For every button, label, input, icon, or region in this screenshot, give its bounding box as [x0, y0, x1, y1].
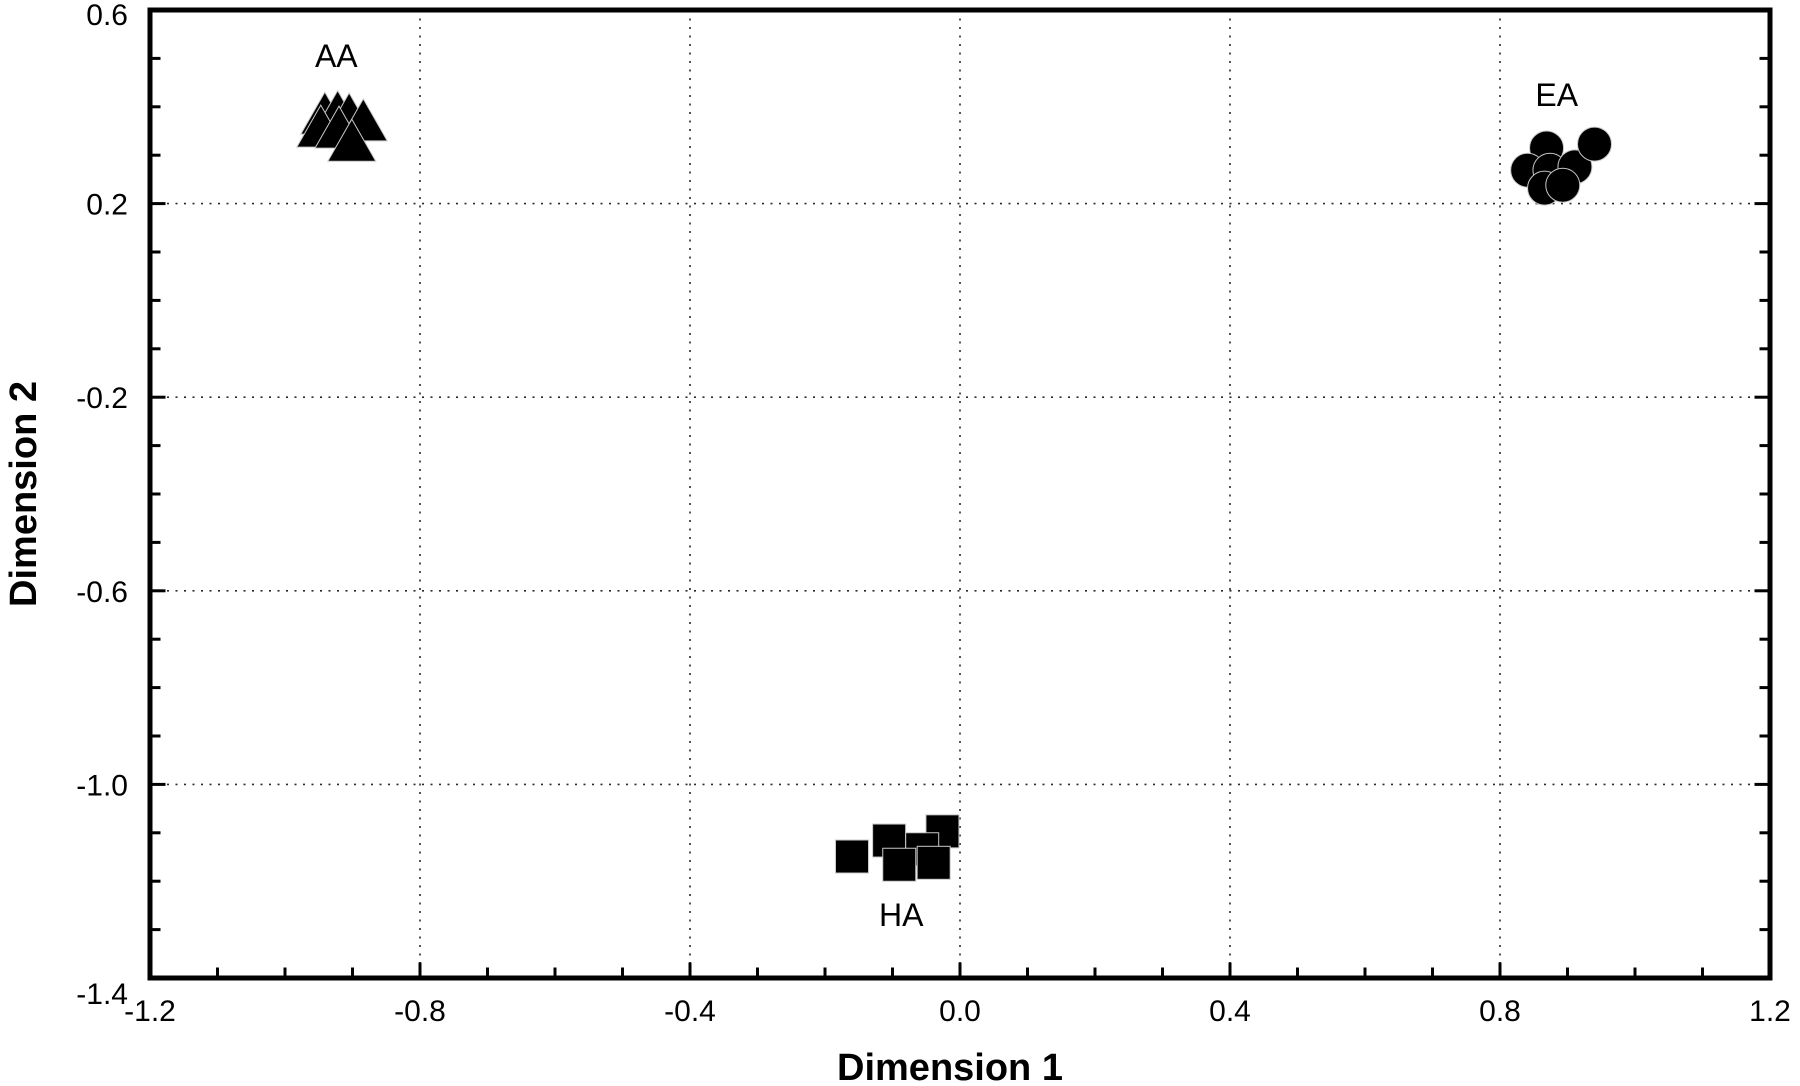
x-tick-label: -1.2	[124, 995, 176, 1028]
x-tick-label: 1.2	[1749, 995, 1791, 1028]
y-tick-label: -1.4	[76, 978, 128, 1011]
x-tick-label: 0.0	[939, 995, 981, 1028]
y-tick-label: 0.6	[86, 0, 128, 32]
cluster-label-aa: AA	[315, 38, 358, 74]
y-tick-label: -1.0	[76, 769, 128, 802]
plot-border	[147, 7, 1773, 981]
y-tick-label: -0.2	[76, 382, 128, 415]
cluster-label-ha: HA	[879, 897, 924, 933]
x-tick-label: -0.8	[394, 995, 446, 1028]
cluster-label-ea: EA	[1535, 77, 1578, 113]
x-tick-label: -0.4	[664, 995, 716, 1028]
y-axis-title: Dimension 2	[3, 381, 45, 607]
marker-square	[882, 847, 917, 882]
marker-circle	[1577, 126, 1612, 162]
marker-circle	[1545, 167, 1581, 203]
marker-square	[916, 845, 951, 880]
y-tick-label: 0.2	[86, 189, 128, 222]
x-tick-label: 0.8	[1479, 995, 1521, 1028]
marker-triangle	[326, 118, 377, 162]
x-axis-title: Dimension 1	[837, 1047, 1063, 1086]
y-tick-label: -0.6	[76, 576, 128, 609]
x-tick-label: 0.4	[1209, 995, 1251, 1028]
marker-square	[835, 839, 869, 874]
